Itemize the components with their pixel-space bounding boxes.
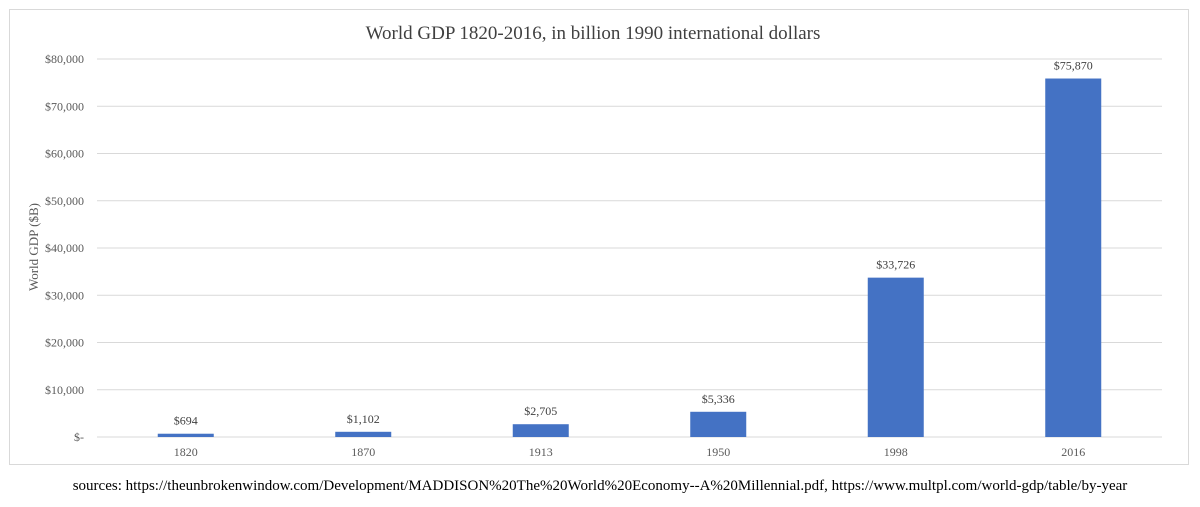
- chart-frame: [9, 9, 1189, 465]
- y-axis-ticks: $- $10,000 $20,000 $30,000 $40,000 $50,000 $60…: [45, 52, 84, 444]
- chart-title: World GDP 1820-2016, in billion 1990 int…: [366, 23, 821, 44]
- data-label: $75,870: [1054, 59, 1093, 73]
- y-tick-label: $20,000: [45, 336, 84, 350]
- data-label: $5,336: [702, 392, 735, 406]
- data-label: $2,705: [524, 404, 557, 418]
- data-label: $1,102: [347, 412, 380, 426]
- data-label: $694: [174, 414, 198, 428]
- y-tick-label: $10,000: [45, 383, 84, 397]
- y-tick-label: $70,000: [45, 99, 84, 113]
- data-label: $33,726: [876, 258, 915, 272]
- data-labels: $694 $1,102 $2,705 $5,336 $33,726 $75,870: [174, 59, 1093, 428]
- bar-1820: [157, 433, 214, 437]
- x-tick-label: 1913: [529, 445, 553, 459]
- x-tick-label: 1998: [884, 445, 908, 459]
- x-axis-ticks: 1820 1870 1913 1950 1998 2016: [174, 445, 1086, 459]
- x-tick-label: 1870: [351, 445, 375, 459]
- bar-1870: [335, 431, 392, 437]
- x-tick-label: 2016: [1061, 445, 1085, 459]
- y-tick-label: $50,000: [45, 194, 84, 208]
- chart: World GDP 1820-2016, in billion 1990 int…: [26, 23, 1162, 459]
- y-tick-label: $40,000: [45, 241, 84, 255]
- y-tick-label: $30,000: [45, 288, 84, 302]
- bar-2016: [1045, 78, 1102, 437]
- y-tick-label: $60,000: [45, 147, 84, 161]
- y-tick-label: $-: [74, 430, 84, 444]
- bar-1950: [690, 411, 747, 437]
- sources-footnote: sources: https://theunbrokenwindow.com/D…: [72, 478, 1128, 494]
- bar-1998: [867, 277, 924, 437]
- y-axis-label: World GDP ($B): [26, 203, 41, 291]
- bars: [157, 78, 1102, 437]
- y-tick-label: $80,000: [45, 52, 84, 66]
- gridlines: [97, 58, 1162, 438]
- x-tick-label: 1950: [706, 445, 730, 459]
- x-tick-label: 1820: [174, 445, 198, 459]
- bar-1913: [512, 424, 569, 437]
